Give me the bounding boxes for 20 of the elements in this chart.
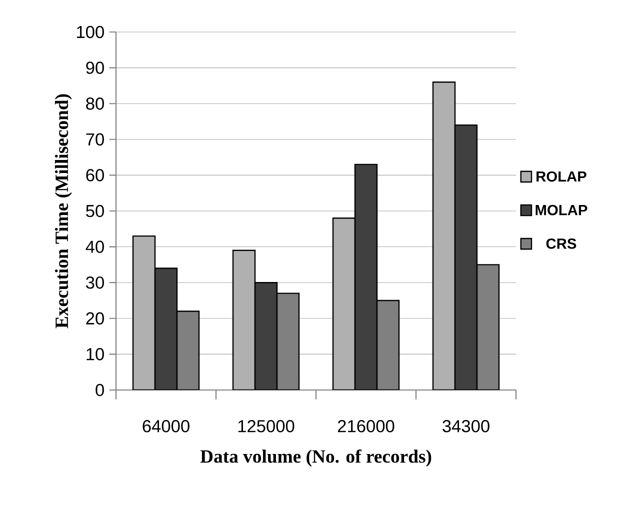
y-tick-label: 10 [86, 348, 104, 360]
y-tick-label: 50 [86, 204, 104, 218]
y-tick-label: 80 [86, 97, 104, 110]
legend-label: ROLAP [536, 171, 586, 182]
y-tick-label: 30 [86, 276, 104, 289]
y-tick-label: 60 [86, 169, 104, 182]
y-tick-label: 90 [86, 62, 104, 74]
y-tick-label: 20 [86, 312, 104, 325]
x-tick-label: 64000 [142, 420, 190, 432]
y-tick-label: 100 [77, 26, 104, 38]
x-tick-label: 125000 [238, 420, 294, 432]
x-tick-label: 34300 [442, 420, 490, 432]
legend-label: CRS [546, 238, 576, 249]
legend-label: MOLAP [536, 204, 588, 216]
y-axis-title: Execution Time (Millisecond) [54, 94, 72, 328]
y-tick-label: 40 [86, 240, 104, 253]
y-tick-label: 70 [86, 133, 104, 146]
x-tick-label: 216000 [338, 420, 394, 432]
x-axis-title: Data volume (No. of records) [200, 449, 432, 467]
y-tick-label: 0 [96, 384, 104, 396]
